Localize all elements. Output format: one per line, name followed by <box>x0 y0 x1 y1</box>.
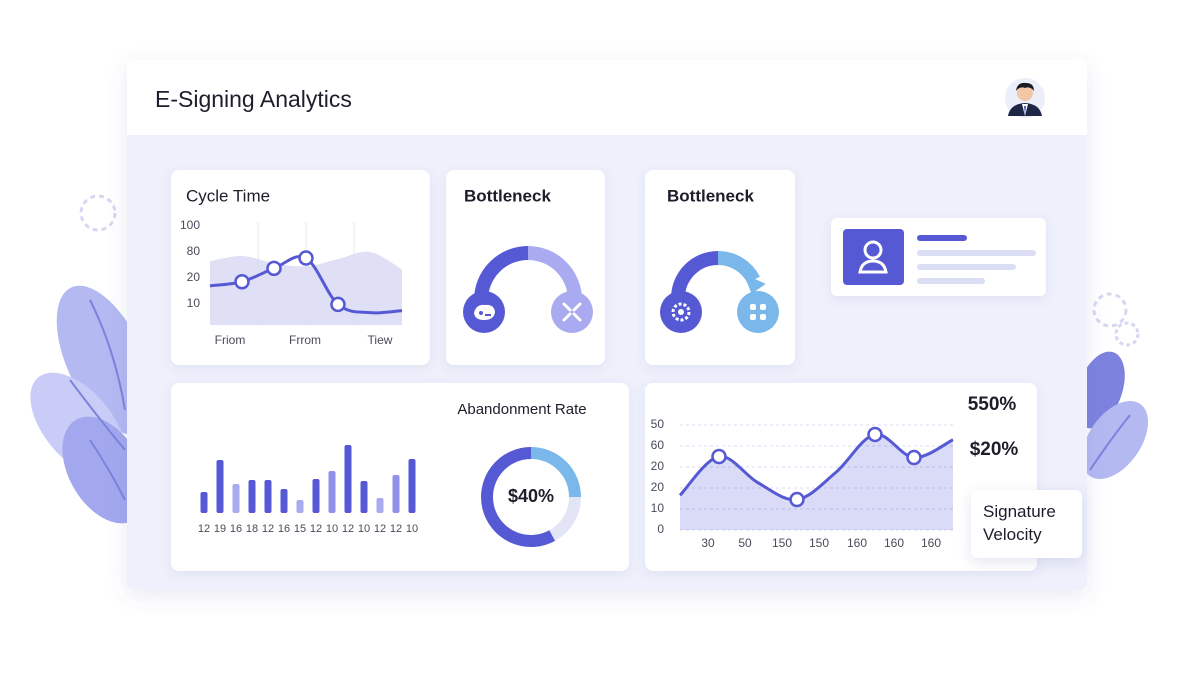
x-axis-label: 160 <box>847 536 867 550</box>
x-axis-label: 150 <box>809 536 829 550</box>
bar <box>344 445 352 513</box>
arc-segment <box>474 246 529 301</box>
donut-segment <box>530 447 581 498</box>
card <box>171 383 629 571</box>
y-axis-label: 60 <box>651 438 665 452</box>
bar <box>360 481 368 513</box>
x-axis-label: Tiew <box>368 333 393 347</box>
x-axis-label: 12 <box>262 523 274 535</box>
x-axis-label: Friom <box>215 333 246 347</box>
x-axis-label: 12 <box>374 523 386 535</box>
bar <box>200 492 208 513</box>
y-axis-label: 100 <box>180 218 200 232</box>
x-axis-label: 30 <box>701 536 715 550</box>
bar <box>296 500 304 513</box>
bar <box>328 471 336 513</box>
x-axis-label: 12 <box>198 523 210 535</box>
arc-segment <box>671 251 719 299</box>
card-title: Bottleneck <box>464 186 551 205</box>
card-title: Cycle Time <box>186 186 270 205</box>
point-marker <box>234 273 250 290</box>
card-title: Signature Velocity <box>983 502 1056 544</box>
y-axis-label: 20 <box>187 270 201 284</box>
card-title: Abandonment Rate <box>457 401 586 418</box>
card <box>645 383 1037 571</box>
donut-segment <box>481 447 556 547</box>
x-axis-label: 19 <box>214 523 226 535</box>
x-axis-label: 150 <box>772 536 792 550</box>
bar <box>216 460 224 513</box>
x-axis-label: 12 <box>342 523 354 535</box>
x-axis-label: 10 <box>326 523 338 535</box>
header-bar <box>127 60 1087 135</box>
point-marker <box>711 448 727 465</box>
x-axis-label: 15 <box>294 523 306 535</box>
y-axis-label: 0 <box>657 522 664 536</box>
x-axis-label: 10 <box>358 523 370 535</box>
point-marker <box>789 491 805 508</box>
x-axis-label: 18 <box>246 523 258 535</box>
card-title: Bottleneck <box>667 186 754 205</box>
bar <box>264 480 272 513</box>
decoration-right <box>1075 292 1149 480</box>
x-axis-label: 16 <box>230 523 242 535</box>
point-marker <box>906 449 922 466</box>
annotation: $20% <box>970 439 1019 460</box>
arc-arrow <box>743 273 766 294</box>
page-title: E-Signing Analytics <box>155 86 352 112</box>
x-axis-label: 12 <box>390 523 402 535</box>
velocity-card: Signature Velocity <box>971 490 1082 558</box>
y-axis-label: 20 <box>651 459 665 473</box>
point-marker <box>867 426 883 443</box>
y-axis-label: 10 <box>187 296 201 310</box>
area <box>210 251 402 325</box>
profile-card[interactable] <box>831 218 1046 296</box>
point-marker <box>330 296 346 313</box>
y-axis-label: 20 <box>651 480 665 494</box>
bar <box>248 480 256 513</box>
avatar[interactable] <box>1005 78 1045 118</box>
point-marker <box>266 260 282 277</box>
bottleneck-icons <box>463 291 779 333</box>
x-axis-label: 10 <box>406 523 418 535</box>
annotation: 550% <box>968 394 1017 415</box>
bar <box>376 498 384 513</box>
y-axis-label: 10 <box>651 501 665 515</box>
x-axis-label: 50 <box>738 536 752 550</box>
bar <box>280 489 288 513</box>
donut-segment <box>549 496 581 541</box>
bar <box>312 479 320 513</box>
y-axis-label: 80 <box>187 244 201 258</box>
arc-segment <box>527 246 582 301</box>
arc-segment <box>717 251 760 284</box>
x-axis-label: 160 <box>884 536 904 550</box>
x-axis-label: 12 <box>310 523 322 535</box>
point-marker <box>298 250 314 266</box>
x-axis-label: 16 <box>278 523 290 535</box>
y-axis-label: 50 <box>651 417 665 431</box>
bar <box>408 459 416 513</box>
area <box>680 434 953 530</box>
x-axis-label: Frrom <box>289 333 321 347</box>
bar <box>392 475 400 513</box>
bar <box>232 484 240 513</box>
donut-center-label: $40% <box>508 486 554 506</box>
x-axis-label: 160 <box>921 536 941 550</box>
